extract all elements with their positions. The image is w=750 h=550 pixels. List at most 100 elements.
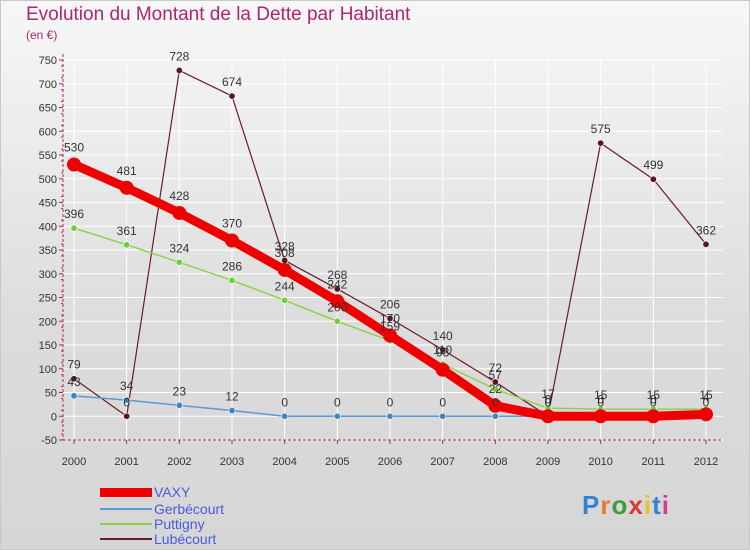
data-label-gerbecourt: 0: [650, 395, 657, 409]
data-label-lubecourt: 674: [222, 75, 242, 89]
data-label-vaxy: 242: [327, 277, 347, 291]
y-tick-label: 450: [39, 198, 57, 210]
data-label-puttigny: 244: [275, 279, 295, 293]
data-label-lubecourt: 728: [169, 49, 189, 63]
data-point-gerbecourt: [439, 412, 447, 420]
data-point-gerbecourt: [281, 412, 289, 420]
data-label-gerbecourt: 0: [492, 395, 499, 409]
legend-label-vaxy: VAXY: [154, 484, 191, 500]
legend-swatch-lubecourt: [100, 538, 152, 540]
data-label-lubecourt: 72: [489, 361, 503, 375]
data-label-gerbecourt: 0: [334, 395, 341, 409]
y-tick-label: 350: [39, 245, 57, 257]
y-tick-label: 600: [39, 126, 57, 138]
data-point-vaxy: [699, 407, 713, 422]
logo-letter: i: [661, 490, 670, 520]
data-label-vaxy: 370: [222, 217, 242, 231]
data-point-lubecourt: [70, 375, 78, 383]
data-point-gerbecourt: [386, 412, 394, 420]
proxiti-logo: Proxiti: [582, 490, 670, 521]
y-tick-label: 150: [39, 340, 57, 352]
logo-letter: t: [652, 490, 662, 520]
data-label-gerbecourt: 0: [387, 395, 394, 409]
data-point-gerbecourt: [491, 412, 499, 420]
data-label-vaxy: 428: [169, 189, 189, 203]
data-label-lubecourt: 575: [591, 122, 611, 136]
data-point-puttigny: [281, 296, 289, 304]
data-point-vaxy: [488, 398, 503, 413]
data-point-vaxy: [172, 205, 187, 220]
data-label-puttigny: 57: [489, 368, 503, 382]
data-point-lubecourt: [597, 139, 605, 147]
data-label-puttigny: 324: [169, 241, 189, 255]
data-point-puttigny: [123, 241, 131, 249]
data-label-puttigny: 200: [327, 300, 347, 314]
x-tick-label: 2006: [378, 456, 402, 468]
data-point-puttigny: [333, 317, 341, 325]
data-point-puttigny: [175, 258, 183, 266]
data-label-gerbecourt: 12: [225, 390, 239, 404]
data-point-vaxy: [225, 233, 239, 248]
x-tick-label: 2005: [325, 456, 349, 468]
data-point-gerbecourt: [228, 407, 236, 415]
data-label-gerbecourt: 0: [281, 395, 288, 409]
grid-lines: [63, 59, 723, 441]
data-label-gerbecourt: 23: [173, 384, 187, 398]
legend-label-lubecourt: Lubécourt: [154, 531, 217, 547]
data-label-lubecourt: 268: [327, 268, 347, 282]
x-tick-label: 2002: [167, 456, 191, 468]
data-label-lubecourt: 499: [643, 158, 663, 172]
chart-subtitle: (en €): [26, 28, 58, 42]
data-point-vaxy: [541, 409, 555, 424]
data-label-puttigny: 15: [699, 388, 713, 402]
x-tick-label: 2000: [62, 456, 86, 468]
y-tick-label: 200: [39, 316, 57, 328]
x-tick-label: 2001: [114, 456, 138, 468]
data-label-puttigny: 110: [433, 343, 452, 357]
logo-letter: x: [628, 490, 644, 520]
data-label-lubecourt: 0: [545, 395, 552, 409]
data-point-vaxy: [646, 409, 661, 424]
x-tick-label: 2004: [272, 456, 296, 468]
x-tick-label: 2011: [642, 456, 666, 468]
data-label-vaxy: 0: [545, 392, 552, 406]
data-point-gerbecourt: [175, 401, 183, 409]
y-tick-label: 550: [39, 150, 57, 162]
y-tick-label: 300: [39, 269, 57, 281]
data-point-vaxy: [593, 409, 608, 424]
data-point-vaxy: [67, 157, 81, 172]
y-tick-label: 750: [39, 55, 57, 67]
data-point-puttigny: [228, 276, 236, 284]
data-point-lubecourt: [386, 314, 394, 322]
data-point-lubecourt: [175, 66, 183, 74]
data-label-puttigny: 396: [64, 207, 84, 221]
data-label-vaxy: 530: [64, 141, 84, 155]
data-label-gerbecourt: 0: [545, 395, 552, 409]
x-tick-label: 2008: [483, 456, 507, 468]
data-label-lubecourt: 79: [67, 358, 81, 372]
data-point-vaxy: [383, 328, 397, 343]
data-label-gerbecourt: 0: [597, 395, 604, 409]
data-point-gerbecourt: [123, 396, 131, 404]
data-label-vaxy: 0: [650, 392, 657, 406]
data-label-lubecourt: 140: [433, 329, 453, 343]
data-label-puttigny: 159: [380, 320, 400, 334]
x-tick-label: 2012: [694, 456, 718, 468]
y-tick-label: 100: [39, 364, 57, 376]
legend-label-puttigny: Puttigny: [154, 516, 205, 532]
data-label-lubecourt: 328: [275, 239, 295, 253]
legend-item-vaxy: VAXY: [100, 484, 190, 500]
legend-swatch-gerbecourt: [100, 508, 152, 510]
data-label-lubecourt: 206: [380, 297, 400, 311]
data-label-puttigny: 15: [647, 388, 661, 402]
data-point-vaxy: [435, 362, 450, 377]
y-tick-label: 400: [39, 221, 57, 233]
data-point-vaxy: [277, 262, 292, 277]
data-point-lubecourt: [123, 412, 131, 420]
data-point-lubecourt: [333, 285, 341, 293]
data-label-gerbecourt: 43: [67, 375, 81, 389]
data-point-puttigny: [70, 224, 78, 232]
y-tick-label: 700: [39, 79, 57, 91]
data-point-lubecourt: [649, 175, 657, 183]
